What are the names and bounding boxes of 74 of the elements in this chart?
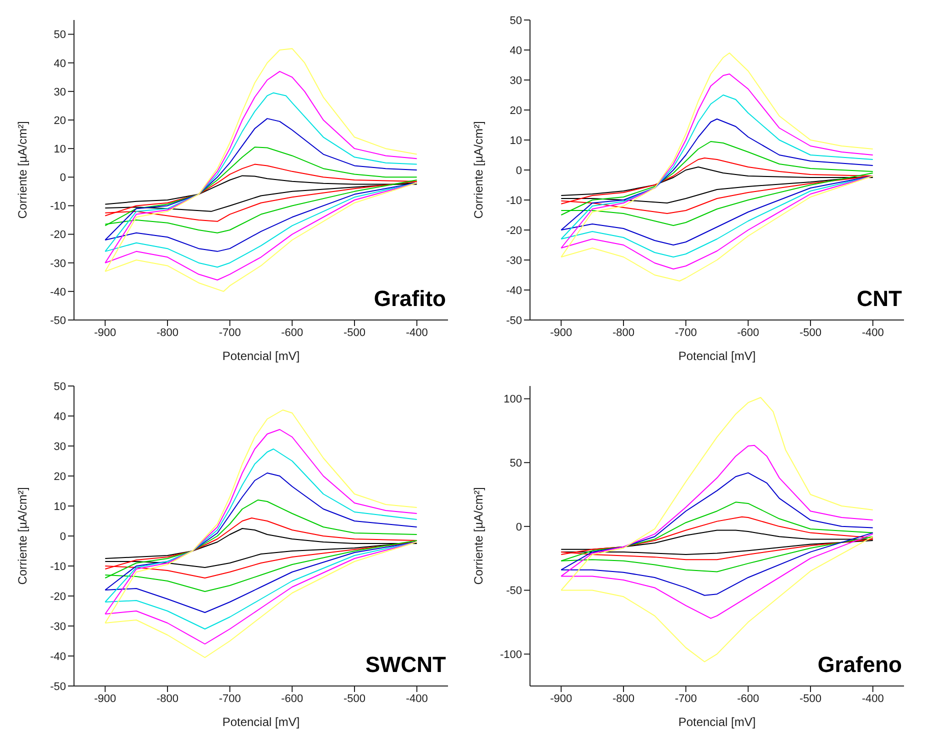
x-tick-label: -800 — [612, 326, 635, 339]
x-tick-label: -900 — [550, 692, 572, 705]
x-tick-label: -500 — [799, 326, 822, 339]
y-tick-label: 10 — [54, 500, 66, 513]
y-tick-label: -50 — [50, 680, 66, 693]
y-tick-label: 40 — [54, 410, 66, 423]
x-axis-title: Potencial [mV] — [678, 349, 756, 363]
x-tick-label: -500 — [343, 326, 366, 339]
y-tick-label: -40 — [506, 284, 522, 297]
x-tick-label: -500 — [799, 692, 822, 705]
y-tick-label: 10 — [510, 134, 522, 147]
x-tick-label: -400 — [406, 692, 428, 705]
x-tick-label: -400 — [862, 326, 884, 339]
y-axis-title: Corriente [µA/cm²] — [471, 487, 486, 585]
x-tick-label: -900 — [94, 692, 116, 705]
x-tick-label: -400 — [406, 326, 428, 339]
annotation: Grafeno — [818, 652, 902, 678]
y-tick-label: 50 — [54, 29, 66, 42]
y-tick-label: 0 — [516, 521, 522, 534]
y-tick-label: 40 — [54, 58, 66, 70]
x-tick-label: -600 — [281, 692, 304, 705]
x-tick-label: -700 — [674, 692, 697, 705]
y-tick-label: 30 — [54, 86, 66, 98]
y-tick-label: 0 — [516, 164, 522, 177]
y-tick-label: -20 — [50, 590, 66, 603]
y-tick-label: 0 — [60, 172, 66, 184]
y-tick-label: 20 — [54, 114, 66, 127]
x-tick-label: -500 — [343, 692, 366, 705]
x-tick-label: -900 — [550, 326, 572, 339]
x-tick-label: -800 — [156, 326, 179, 339]
y-axis-title: Corriente [µA/cm²] — [15, 487, 30, 585]
x-axis-title: Potencial [mV] — [222, 349, 300, 363]
y-axis-title: Corriente [µA/cm²] — [15, 121, 30, 219]
y-tick-label: 30 — [54, 440, 66, 453]
y-axis-title: Corriente [µA/cm²] — [471, 121, 486, 219]
y-tick-label: -50 — [506, 585, 522, 598]
y-tick-label: 20 — [510, 104, 522, 117]
y-tick-label: -100 — [500, 648, 522, 661]
x-tick-label: -800 — [612, 692, 635, 705]
x-tick-label: -600 — [737, 326, 760, 339]
y-tick-label: -40 — [50, 286, 66, 298]
x-tick-label: -400 — [862, 692, 884, 705]
y-tick-label: -40 — [50, 650, 66, 663]
x-tick-label: -600 — [281, 326, 304, 339]
y-tick-label: 40 — [510, 44, 522, 57]
y-tick-label: 10 — [54, 143, 66, 156]
y-tick-label: 50 — [510, 458, 522, 470]
x-tick-label: -600 — [737, 692, 760, 705]
y-tick-label: -30 — [50, 620, 66, 633]
y-tick-label: -50 — [50, 314, 66, 327]
y-tick-label: -20 — [50, 229, 66, 242]
x-axis-title: Potencial [mV] — [222, 715, 300, 729]
x-tick-label: -800 — [156, 692, 179, 705]
y-tick-label: -30 — [506, 254, 522, 267]
annotation: Grafito — [374, 286, 446, 312]
y-tick-label: 100 — [504, 394, 522, 406]
y-tick-label: -50 — [506, 314, 522, 327]
y-tick-label: 50 — [510, 14, 522, 27]
y-tick-label: -30 — [50, 258, 66, 270]
y-tick-label: -10 — [506, 194, 522, 207]
y-tick-label: 50 — [54, 380, 66, 393]
y-tick-label: 20 — [54, 470, 66, 483]
annotation: CNT — [856, 286, 902, 312]
x-axis-title: Potencial [mV] — [678, 715, 756, 729]
x-tick-label: -700 — [674, 326, 697, 339]
annotation: SWCNT — [365, 652, 446, 678]
y-tick-label: 30 — [510, 74, 522, 87]
y-tick-label: 0 — [60, 530, 66, 543]
y-tick-label: -10 — [50, 560, 66, 573]
x-tick-label: -700 — [218, 692, 241, 705]
y-tick-label: -10 — [50, 200, 66, 213]
y-tick-label: -20 — [506, 224, 522, 237]
x-tick-label: -700 — [218, 326, 241, 339]
x-tick-label: -900 — [94, 326, 116, 339]
